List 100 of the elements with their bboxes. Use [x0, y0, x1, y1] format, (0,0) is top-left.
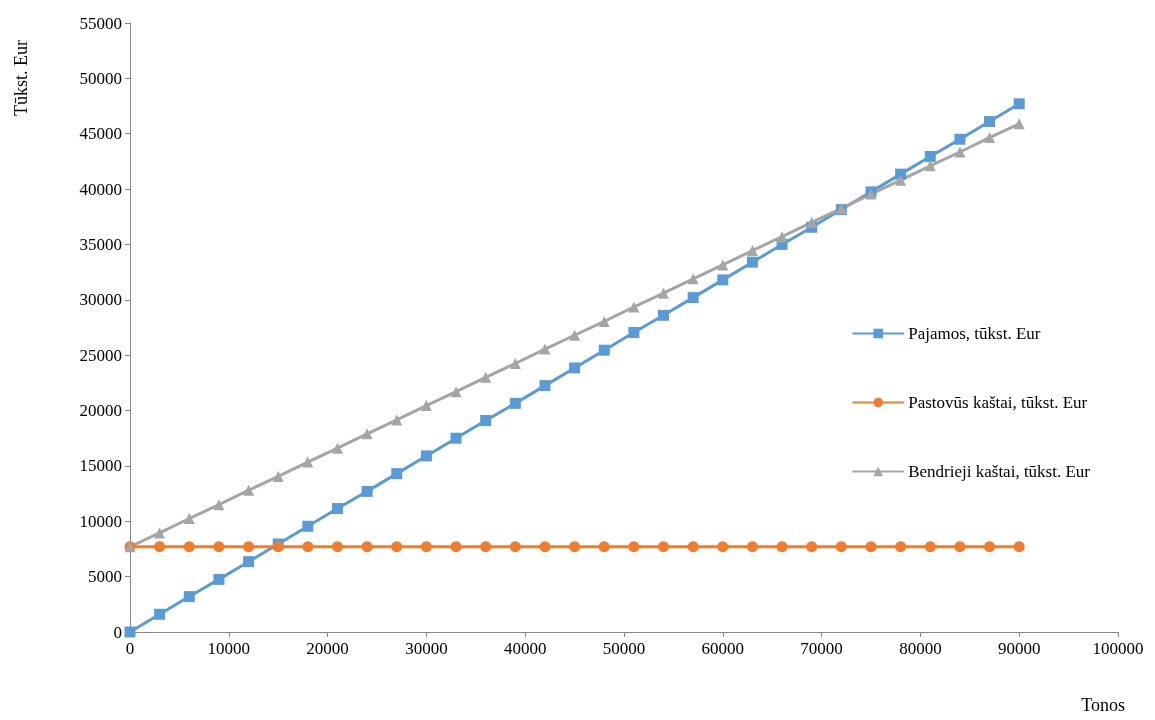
point — [213, 573, 225, 585]
point — [183, 513, 195, 524]
y-tick-label: 5000 — [88, 567, 122, 587]
point — [598, 344, 610, 356]
point — [509, 541, 521, 553]
point — [420, 541, 432, 553]
point — [746, 541, 758, 553]
y-tick-label: 0 — [113, 622, 122, 642]
point — [391, 468, 403, 480]
y-tick-label: 40000 — [79, 179, 122, 199]
y-tick-label: 55000 — [79, 13, 122, 33]
point — [776, 231, 788, 243]
point — [154, 608, 166, 620]
x-tick-label: 80000 — [899, 639, 942, 658]
point — [687, 273, 699, 285]
point — [539, 380, 551, 392]
x-tick-label: 60000 — [701, 639, 745, 658]
point — [954, 146, 966, 158]
point — [361, 428, 373, 440]
point — [984, 132, 996, 144]
point — [509, 397, 521, 409]
point — [450, 386, 462, 398]
point — [569, 362, 581, 374]
point — [272, 470, 284, 482]
y-tick-label: 50000 — [79, 68, 122, 88]
x-tick-label: 100000 — [1092, 639, 1144, 658]
point — [243, 484, 255, 496]
legend-label: Bendrieji kaštai, tūkst. Eur — [908, 462, 1091, 481]
point — [717, 259, 729, 271]
point — [687, 541, 699, 553]
x-axis-title: Tonos — [1081, 695, 1126, 715]
point — [539, 541, 551, 553]
point — [717, 541, 729, 553]
point — [984, 541, 996, 553]
point — [154, 527, 166, 539]
point — [302, 456, 314, 468]
point — [391, 541, 403, 553]
x-tick-label: 20000 — [306, 639, 349, 658]
point — [895, 174, 907, 186]
y-tick-label: 35000 — [79, 234, 122, 254]
point — [539, 343, 551, 355]
y-tick-label: 30000 — [79, 290, 122, 310]
x-tick-label: 90000 — [997, 639, 1041, 658]
x-tick-label: 0 — [125, 639, 135, 658]
point — [420, 400, 432, 412]
point — [391, 414, 403, 426]
legend-label: Pastovūs kaštai, tūkst. Eur — [908, 393, 1088, 412]
point — [213, 499, 225, 511]
point — [509, 357, 521, 369]
point — [1013, 118, 1025, 130]
point — [658, 541, 670, 553]
point — [302, 520, 314, 532]
x-tick-label: 10000 — [207, 639, 251, 658]
point — [746, 245, 758, 257]
point — [450, 541, 462, 553]
legend-label: Pajamos, tūkst. Eur — [908, 324, 1041, 343]
point — [569, 329, 581, 341]
point — [628, 301, 640, 313]
point — [480, 415, 492, 427]
point — [480, 371, 492, 383]
point — [806, 541, 818, 553]
point — [895, 541, 907, 553]
point — [243, 556, 255, 568]
point — [450, 432, 462, 444]
point — [865, 541, 877, 553]
point — [1013, 98, 1025, 110]
y-tick-label: 10000 — [79, 511, 122, 531]
point — [924, 160, 936, 172]
point — [124, 626, 136, 638]
point — [954, 541, 966, 553]
y-tick-label: 25000 — [79, 345, 122, 365]
point — [183, 541, 195, 553]
point — [420, 450, 432, 462]
point — [628, 541, 640, 553]
x-tick-label: 50000 — [602, 639, 646, 658]
point — [806, 216, 818, 228]
point — [331, 503, 343, 515]
point — [598, 315, 610, 327]
point — [183, 591, 195, 603]
point — [924, 150, 936, 162]
x-tick-label: 30000 — [405, 639, 448, 658]
y-tick-label: 15000 — [79, 456, 122, 476]
point — [717, 274, 729, 286]
x-tick-label: 40000 — [503, 639, 547, 658]
point — [598, 541, 610, 553]
point — [984, 116, 996, 128]
point — [687, 292, 699, 304]
point — [569, 541, 581, 553]
point — [924, 541, 936, 553]
point — [361, 485, 373, 497]
y-tick-label: 20000 — [79, 401, 122, 421]
point — [331, 442, 343, 454]
y-tick-label: 45000 — [79, 124, 122, 144]
point — [213, 541, 225, 553]
point — [835, 541, 847, 553]
point — [658, 309, 670, 321]
point — [154, 541, 166, 553]
point — [954, 133, 966, 145]
point — [658, 287, 670, 299]
x-tick-label: 70000 — [800, 639, 843, 658]
